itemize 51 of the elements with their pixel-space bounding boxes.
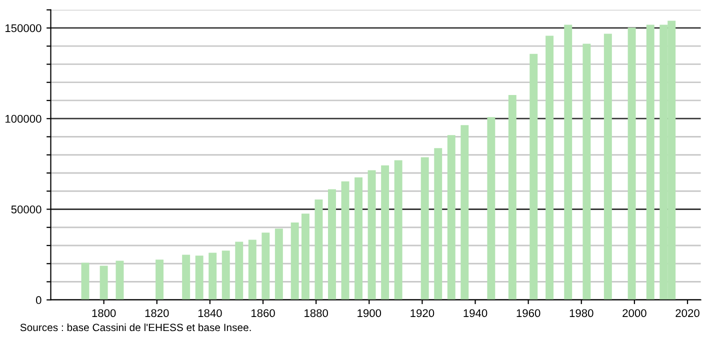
- y-tick-label: 150000: [6, 24, 42, 32]
- bar: [460, 125, 469, 300]
- bar: [341, 181, 350, 300]
- bar: [564, 24, 572, 300]
- bar: [487, 117, 496, 300]
- bar: [156, 260, 164, 300]
- x-tick-label: 1880: [304, 309, 328, 318]
- bar: [235, 242, 244, 300]
- x-tick-label: 1900: [358, 309, 382, 318]
- bar: [604, 34, 612, 300]
- bar: [582, 44, 591, 300]
- x-tick-label: 1920: [410, 309, 434, 318]
- bar: [116, 260, 124, 300]
- y-tick-label: 0: [36, 296, 42, 304]
- x-tick-label: 2000: [622, 309, 646, 318]
- bar: [368, 170, 376, 300]
- bar: [546, 36, 554, 300]
- source-note: Sources : base Cassini de l'EHESS et base Insee.: [20, 323, 251, 332]
- x-tick-label: 1820: [145, 309, 169, 318]
- bar: [447, 135, 456, 300]
- x-tick-label: 2020: [676, 309, 700, 318]
- y-tick-label: 100000: [6, 114, 42, 123]
- bar: [208, 252, 217, 300]
- bar: [100, 266, 108, 300]
- x-tick-label: 1960: [516, 309, 540, 318]
- bar: [182, 254, 190, 300]
- x-tick-label: 1940: [464, 309, 488, 318]
- bar: [301, 214, 310, 300]
- bar: [314, 199, 323, 300]
- bar: [434, 148, 442, 300]
- bar: [248, 240, 256, 300]
- bar: [530, 54, 538, 300]
- bar: [420, 157, 429, 300]
- bar: [262, 232, 270, 300]
- bar: [381, 165, 390, 300]
- bar: [628, 28, 636, 300]
- bar: [328, 189, 336, 300]
- x-tick-label: 1980: [570, 309, 594, 318]
- bar: [81, 262, 90, 300]
- y-tick-label: 50000: [11, 206, 42, 214]
- bar: [646, 24, 654, 300]
- x-tick-label: 1860: [252, 309, 275, 318]
- x-tick-label: 1840: [198, 309, 222, 318]
- bar: [274, 228, 283, 300]
- bar: [354, 177, 362, 300]
- bar: [508, 95, 516, 300]
- bar: [222, 250, 230, 300]
- x-tick-label: 1800: [92, 309, 116, 318]
- bar: [290, 222, 299, 300]
- bar: [195, 256, 204, 300]
- bar: [394, 160, 402, 300]
